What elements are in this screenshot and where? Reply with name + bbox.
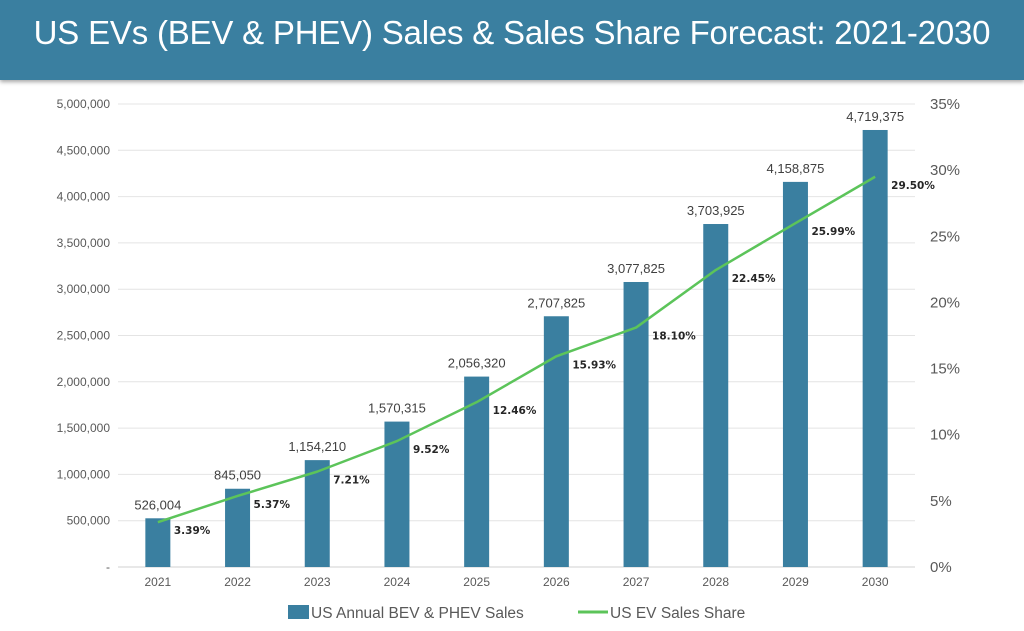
y-left-tick: 2,500,000	[57, 329, 111, 343]
y-right-tick: 30%	[930, 162, 960, 179]
y-left-tick: -	[106, 560, 110, 574]
y-right-tick: 15%	[930, 361, 960, 378]
line-label: 5.37%	[254, 499, 291, 511]
bar	[862, 129, 888, 567]
line-label: 12.46%	[493, 405, 537, 417]
line-label: 9.52%	[413, 444, 450, 456]
line-label: 7.21%	[333, 475, 370, 487]
y-left-tick: 3,500,000	[57, 236, 111, 250]
y-left-tick: 4,000,000	[57, 190, 111, 204]
bar-label: 526,004	[134, 497, 181, 512]
line-label: 22.45%	[732, 273, 776, 285]
x-tick: 2029	[782, 575, 809, 589]
share-line	[157, 175, 876, 524]
x-tick: 2026	[543, 575, 570, 589]
bar-label: 2,056,320	[448, 356, 506, 371]
y-right-tick: 25%	[930, 228, 960, 245]
legend-line-label: US EV Sales Share	[610, 605, 745, 622]
y-left-tick: 500,000	[67, 514, 111, 528]
y-right-tick: 10%	[930, 427, 960, 444]
legend-bar-label: US Annual BEV & PHEV Sales	[311, 605, 524, 622]
x-tick: 2030	[862, 575, 889, 589]
line-label: 3.39%	[174, 525, 211, 537]
line-label: 15.93%	[572, 359, 616, 371]
chart-title: US EVs (BEV & PHEV) Sales & Sales Share …	[33, 14, 991, 51]
bar	[384, 421, 410, 567]
bar-label: 3,077,825	[607, 261, 665, 276]
x-tick: 2022	[224, 575, 251, 589]
bar	[145, 518, 171, 567]
line-label: 18.10%	[652, 331, 696, 343]
line-label: 29.50%	[891, 180, 935, 192]
bar	[464, 376, 490, 567]
bar-label: 845,050	[214, 468, 261, 483]
bar	[623, 281, 649, 567]
bar-label: 3,703,925	[687, 203, 745, 218]
x-tick: 2021	[144, 575, 171, 589]
bar	[304, 460, 330, 567]
bar	[782, 181, 808, 567]
legend-bar-swatch	[288, 605, 309, 619]
x-tick: 2023	[304, 575, 331, 589]
bar	[703, 224, 729, 567]
bar-label: 1,154,210	[288, 439, 346, 454]
bar-label: 4,158,875	[767, 161, 825, 176]
title-bar: US EVs (BEV & PHEV) Sales & Sales Share …	[0, 0, 1024, 80]
y-right-tick: 0%	[930, 559, 952, 576]
y-left-tick: 2,000,000	[57, 375, 111, 389]
y-left-tick: 5,000,000	[57, 97, 111, 111]
y-right-tick: 35%	[930, 96, 960, 113]
bar-label: 2,707,825	[527, 295, 585, 310]
bar-label: 4,719,375	[846, 109, 904, 124]
x-tick: 2025	[463, 575, 490, 589]
bar-label: 1,570,315	[368, 401, 426, 416]
y-left-tick: 4,500,000	[57, 143, 111, 157]
y-right-tick: 5%	[930, 493, 952, 510]
bar	[225, 488, 251, 567]
y-left-tick: 1,500,000	[57, 421, 111, 435]
y-right-tick: 20%	[930, 294, 960, 311]
y-left-tick: 3,000,000	[57, 282, 111, 296]
line-label: 25.99%	[811, 226, 855, 238]
x-tick: 2027	[623, 575, 650, 589]
bar	[543, 316, 569, 567]
y-left-tick: 1,000,000	[57, 467, 111, 481]
x-tick: 2024	[384, 575, 411, 589]
x-tick: 2028	[702, 575, 729, 589]
